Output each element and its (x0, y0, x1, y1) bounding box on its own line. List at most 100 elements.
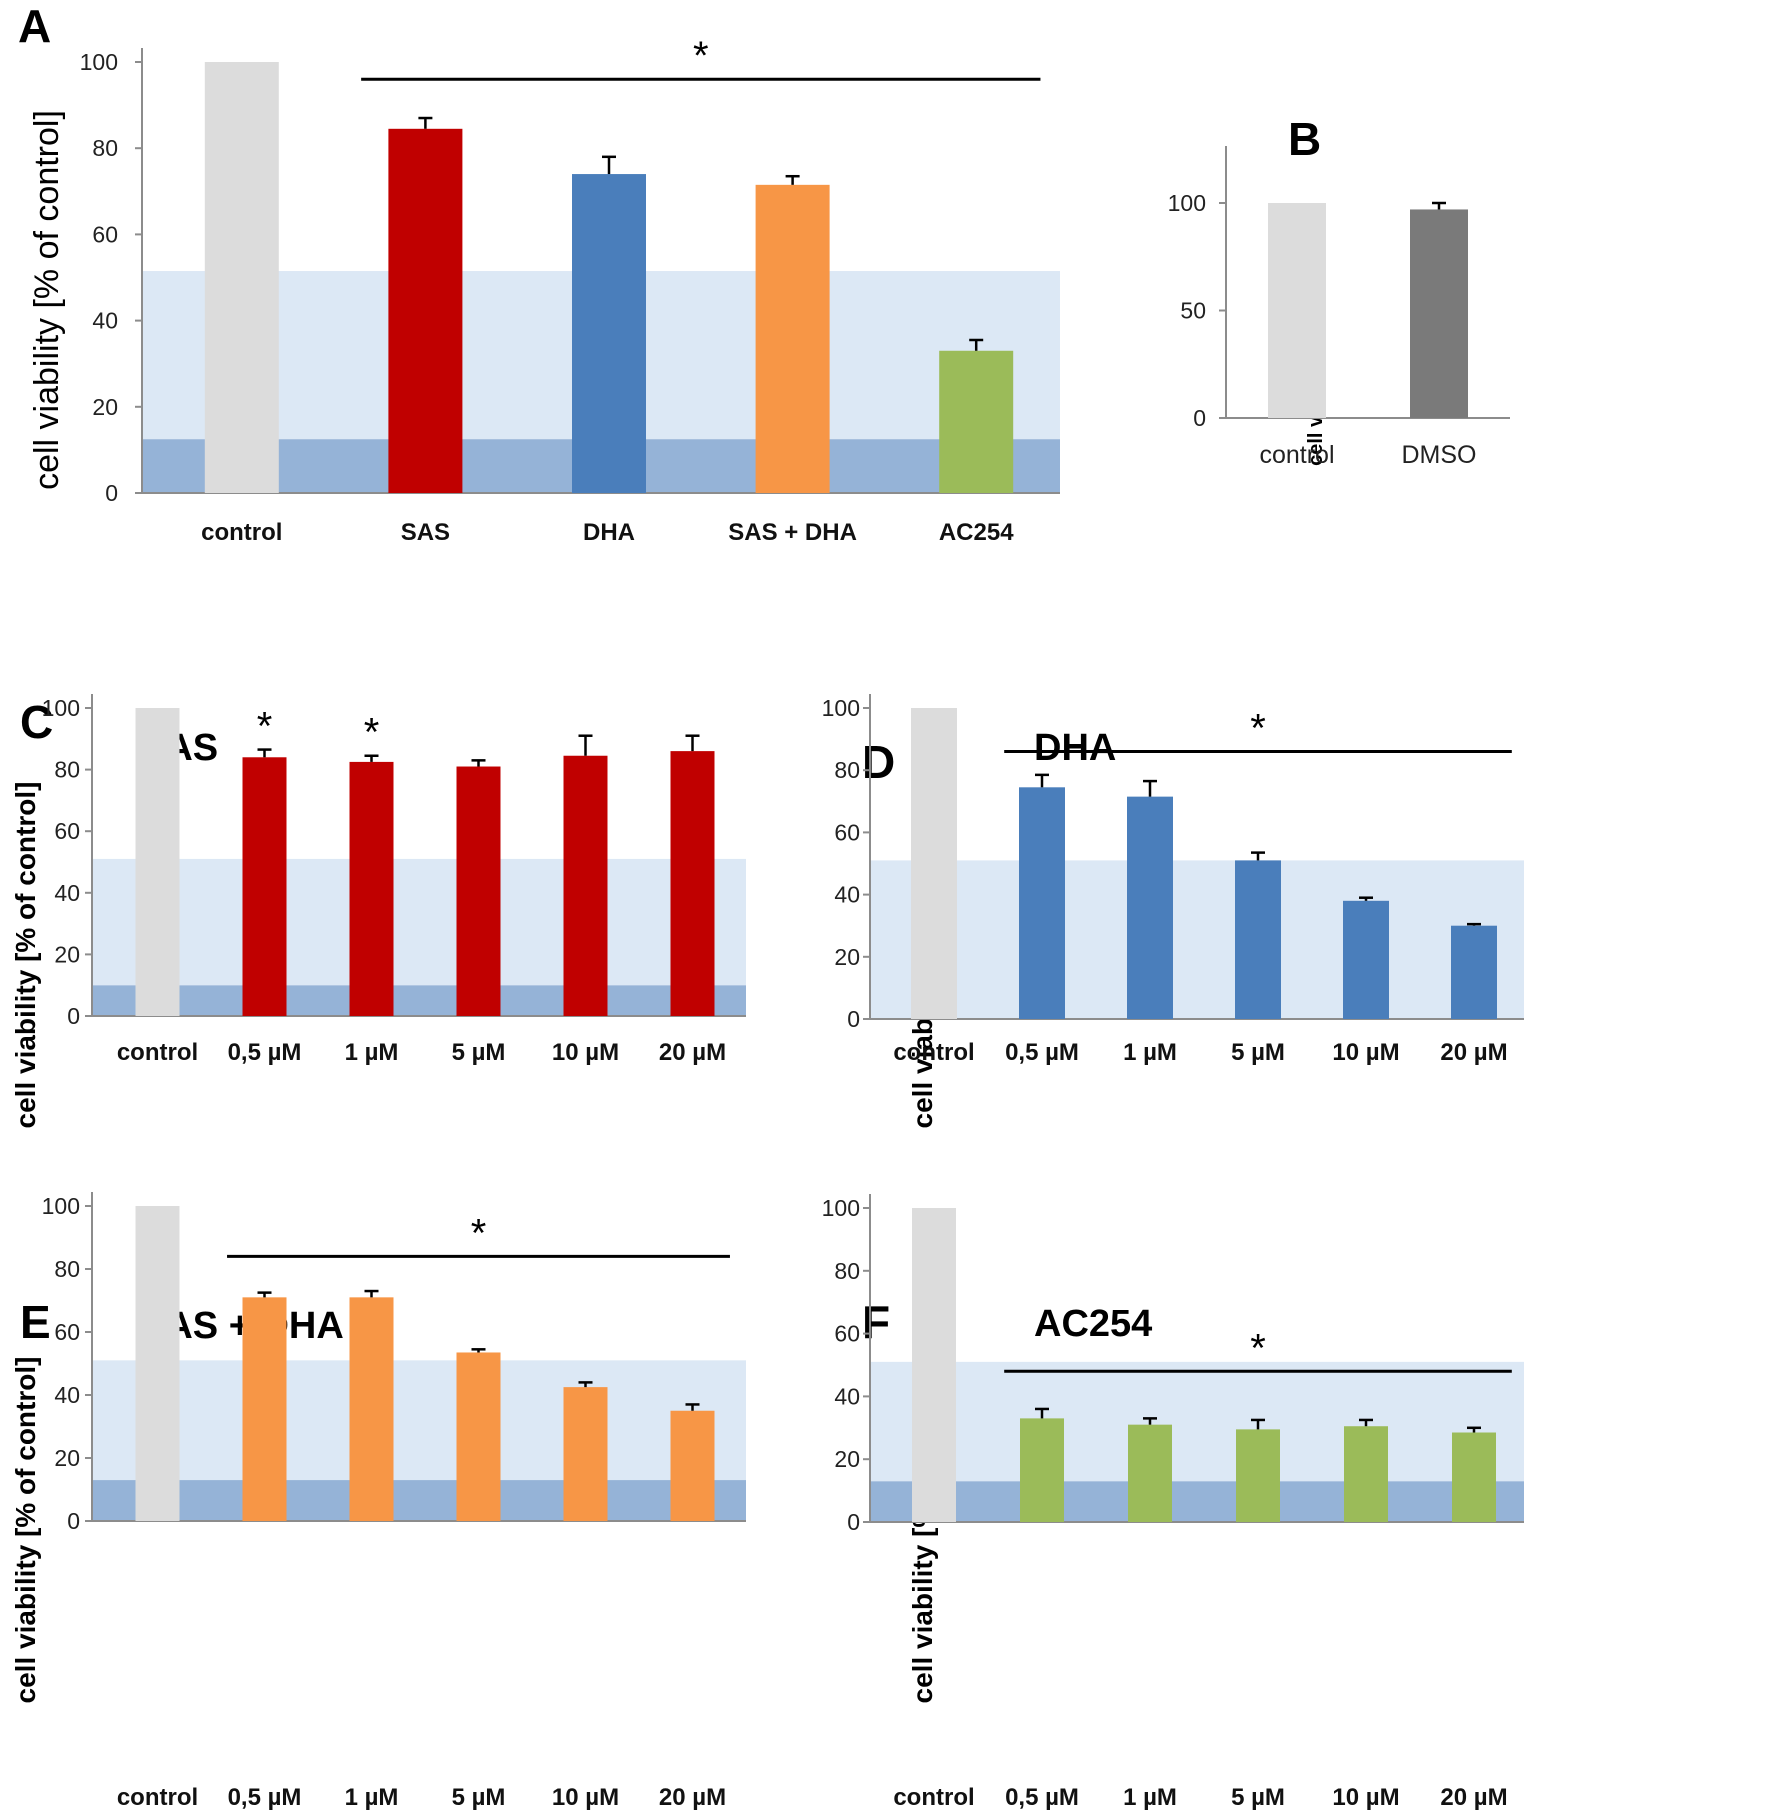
panel-d-category-label-0: control (893, 1039, 974, 1066)
panel-c-ytick-label-2: 40 (54, 880, 80, 906)
panel-d-bar-0 (911, 708, 957, 1019)
panel-a-bar-0 (204, 62, 279, 493)
panel-e-ylabel: cell viability [% of control] (10, 1357, 41, 1704)
panel-e-band-1 (92, 1360, 746, 1481)
panel-f-title: AC254 (1034, 1303, 1152, 1345)
panel-d-bar-4 (1343, 900, 1389, 1019)
panel-e-ytick-label-2: 40 (54, 1382, 80, 1408)
panel-d-category-label-4: 10 µM (1332, 1039, 1399, 1066)
panel-e-band-0 (92, 1480, 746, 1521)
panel-e-significance-star-0: * (471, 1211, 487, 1255)
panel-f-bar-4 (1344, 1426, 1388, 1522)
panel-letter-c: C (20, 696, 53, 748)
panel-f-ytick-label-5: 100 (822, 1195, 860, 1221)
panel-e-category-label-2: 1 µM (345, 1784, 399, 1811)
panel-d-ytick-label-3: 60 (834, 819, 860, 845)
panel-b-ytick-label-0: 0 (1193, 405, 1206, 431)
panel-f-ytick-label-3: 60 (834, 1321, 860, 1347)
panel-f-bar-0 (912, 1208, 956, 1522)
panel-f-bar-2 (1128, 1424, 1172, 1522)
panel-c-significance-star-0: * (257, 705, 273, 749)
panel-d-category-label-3: 5 µM (1231, 1039, 1285, 1066)
panel-a-ytick-label-3: 60 (92, 221, 118, 247)
panel-f-chart: 0 20 40 60 80 100 control 0,5 µM 1 µM 5 µM 10 µM 20… (822, 1194, 1524, 1811)
panel-e-category-label-4: 10 µM (552, 1784, 619, 1811)
panel-b-chart: 0 50 100 control DMSO (1168, 146, 1510, 469)
panel-c-category-label-0: control (117, 1039, 198, 1066)
panel-c-significance-star-1: * (364, 711, 380, 755)
panel-a-ylabel: cell viability [% of control] (28, 110, 66, 490)
panel-c: C SAS cell viability [% of control] 0204… (10, 694, 746, 1128)
panel-f-category-label-4: 10 µM (1332, 1784, 1399, 1811)
panel-e-category-label-1: 0,5 µM (228, 1784, 302, 1811)
panel-a-ytick-label-2: 40 (92, 308, 118, 334)
panel-b-ytick-label-1: 50 (1180, 298, 1206, 324)
panel-c-category-label-2: 1 µM (345, 1039, 399, 1066)
panel-e-ytick-label-4: 80 (54, 1256, 80, 1282)
panel-d-chart: 0 20 40 60 80 100 control 0,5 µM 1 µM 5 µM 10 µM 20… (822, 694, 1524, 1066)
panel-e-bar-2 (349, 1297, 394, 1521)
panel-a-category-label-2: DHA (583, 519, 635, 546)
panel-a-bar-4 (939, 350, 1014, 493)
panel-a: A cell viability [% of control] 0 20 40 60 8… (18, 0, 1060, 546)
panel-letter-f: F (862, 1296, 890, 1348)
panel-e-bar-4 (563, 1387, 608, 1521)
panel-c-bar-0 (135, 708, 180, 1016)
panel-d-bar-1 (1019, 787, 1065, 1019)
panel-b: B cell viability [% of control] 050100co… (1168, 113, 1510, 469)
panel-e-bar-3 (456, 1352, 501, 1521)
panel-b-category-label-0: control (1259, 441, 1334, 469)
panel-a-ytick-label-5: 100 (80, 49, 118, 75)
panel-c-category-label-3: 5 µM (452, 1039, 506, 1066)
panel-d-ytick-label-2: 40 (834, 882, 860, 908)
panel-c-ylabel: cell viability [% of control] (10, 782, 41, 1129)
panel-letter-d: D (862, 736, 895, 788)
panel-d-category-label-5: 20 µM (1440, 1039, 1507, 1066)
panel-c-ytick-label-5: 100 (42, 695, 80, 721)
panel-b-category-label-1: DMSO (1402, 441, 1477, 469)
panel-d-significance-star-0: * (1250, 707, 1266, 751)
panel-c-ytick-label-4: 80 (54, 757, 80, 783)
panel-e-ytick-label-1: 20 (54, 1445, 80, 1471)
panel-f-band-1 (870, 1361, 1524, 1482)
panel-f-bar-5 (1452, 1432, 1496, 1522)
panel-b-bar-1 (1410, 209, 1468, 418)
panel-f-band-0 (870, 1481, 1524, 1522)
panel-d-bar-2 (1127, 796, 1173, 1019)
panel-d-ytick-label-4: 80 (834, 757, 860, 783)
panel-e-category-label-0: control (117, 1784, 198, 1811)
panel-f-ytick-label-2: 40 (834, 1383, 860, 1409)
panel-a-category-label-4: AC254 (939, 519, 1014, 546)
panel-a-category-label-3: SAS + DHA (728, 519, 857, 546)
panel-d-ytick-label-1: 20 (834, 944, 860, 970)
panel-f-category-label-1: 0,5 µM (1005, 1784, 1079, 1811)
panel-b-ytick-label-2: 100 (1168, 190, 1206, 216)
panel-d-ytick-label-5: 100 (822, 695, 860, 721)
panel-f-bar-1 (1020, 1418, 1064, 1522)
panel-c-ytick-label-1: 20 (54, 941, 80, 967)
panel-c-bar-2 (349, 761, 394, 1016)
panel-a-significance-star-0: * (693, 34, 709, 78)
panel-f-ytick-label-4: 80 (834, 1258, 860, 1284)
panel-b-bar-0 (1268, 203, 1326, 418)
panel-f-category-label-3: 5 µM (1231, 1784, 1285, 1811)
panel-f-category-label-2: 1 µM (1123, 1784, 1177, 1811)
panel-a-ytick-label-4: 80 (92, 135, 118, 161)
panel-d-band-0 (870, 860, 1524, 1019)
panel-a-ytick-label-0: 0 (105, 480, 118, 506)
panel-d-category-label-1: 0,5 µM (1005, 1039, 1079, 1066)
panel-e-category-label-5: 20 µM (659, 1784, 726, 1811)
panel-c-band-1 (92, 858, 746, 986)
panel-c-band-0 (92, 985, 746, 1016)
panel-c-ytick-label-0: 0 (67, 1003, 80, 1029)
panel-c-category-label-1: 0,5 µM (228, 1039, 302, 1066)
panel-e-chart: 0 20 40 60 80 100 control 0,5 µM 1 µM 5 µM 10 µM 20… (42, 1192, 746, 1811)
panel-e: E SAS + DHA cell viability [% of control… (10, 1192, 746, 1811)
panel-e-ytick-label-0: 0 (67, 1508, 80, 1534)
panel-letter-a: A (18, 0, 51, 52)
panel-e-ytick-label-3: 60 (54, 1319, 80, 1345)
panel-c-ytick-label-3: 60 (54, 818, 80, 844)
panel-d-title: DHA (1034, 727, 1116, 769)
panel-e-bar-1 (242, 1297, 287, 1521)
